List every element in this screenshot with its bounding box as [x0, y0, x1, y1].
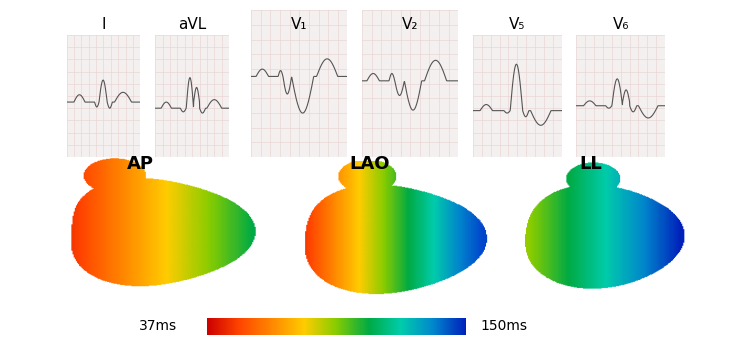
Text: V₆: V₆: [613, 17, 629, 32]
Text: LAO: LAO: [350, 155, 389, 173]
Text: 37ms: 37ms: [139, 319, 177, 333]
Text: AP: AP: [127, 155, 154, 173]
Text: aVL: aVL: [178, 17, 206, 32]
Text: V₁: V₁: [291, 17, 307, 32]
Text: V₅: V₅: [509, 17, 525, 32]
Text: LL: LL: [580, 155, 602, 173]
Text: V₂: V₂: [402, 17, 418, 32]
Text: 150ms: 150ms: [480, 319, 528, 333]
Text: I: I: [101, 17, 106, 32]
